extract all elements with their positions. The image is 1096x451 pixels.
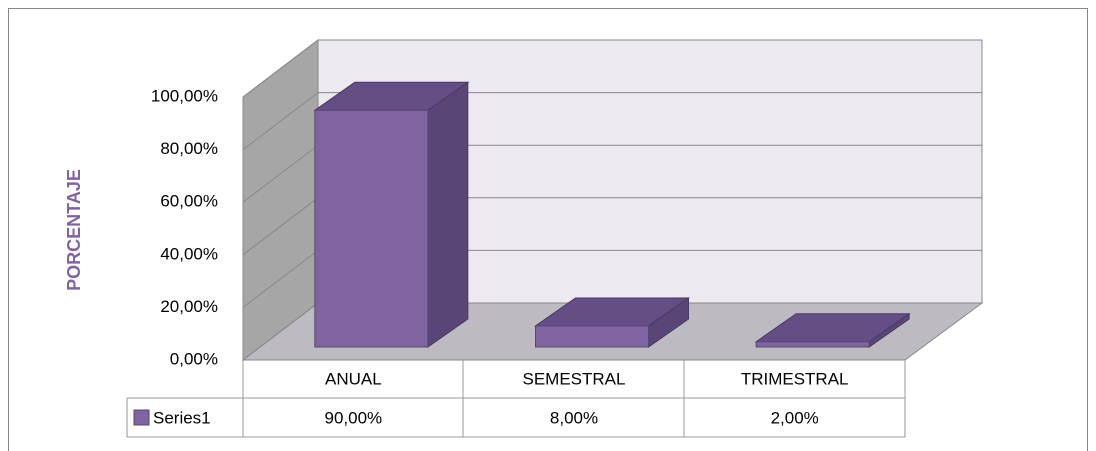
table-value: 90,00%	[324, 408, 382, 427]
y-tick-label: 0,00%	[170, 349, 218, 368]
bar	[755, 341, 870, 348]
y-axis-label: PORCENTAJE	[64, 169, 84, 291]
legend-label: Series1	[153, 408, 211, 427]
y-tick-label: 60,00%	[160, 192, 218, 211]
data-table	[126, 360, 906, 438]
y-tick-label: 20,00%	[160, 297, 218, 316]
legend-key	[133, 409, 150, 426]
bar-side	[427, 81, 469, 348]
table-value: 2,00%	[771, 408, 819, 427]
grid-line	[242, 92, 982, 150]
table-value: 8,00%	[550, 408, 598, 427]
y-tick-label: 100,00%	[151, 86, 218, 105]
grid-line	[242, 39, 982, 98]
bar	[314, 109, 429, 348]
x-tick-label: TRIMESTRAL	[741, 369, 849, 388]
x-tick-label: ANUAL	[325, 369, 382, 388]
y-tick-label: 40,00%	[160, 244, 218, 263]
x-tick-label: SEMESTRAL	[523, 369, 626, 388]
y-tick-label: 80,00%	[160, 139, 218, 158]
bar	[535, 325, 649, 348]
